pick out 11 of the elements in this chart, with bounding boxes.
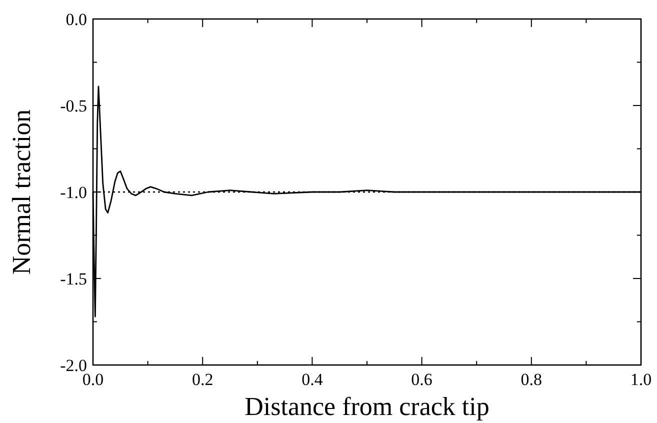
x-tick-label: 0.2 — [192, 370, 214, 389]
x-axis-title: Distance from crack tip — [244, 392, 490, 421]
x-tick-label: 1.0 — [630, 370, 652, 389]
x-tick-label: 0.8 — [520, 370, 542, 389]
y-tick-label: 0.0 — [66, 10, 87, 29]
y-tick-label: -1.0 — [60, 183, 87, 202]
y-tick-label: -1.5 — [60, 270, 87, 288]
x-tick-label: 0.6 — [411, 370, 432, 389]
y-axis-title: Normal traction — [7, 109, 36, 275]
x-tick-label: 0.4 — [302, 370, 324, 389]
y-tick-label: -0.5 — [60, 96, 87, 116]
